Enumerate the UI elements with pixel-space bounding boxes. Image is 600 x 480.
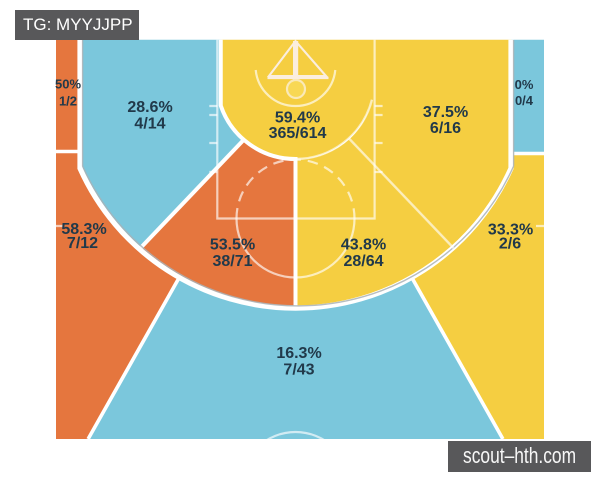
- svg-text:28/64: 28/64: [343, 253, 383, 270]
- svg-text:7/12: 7/12: [67, 235, 98, 252]
- svg-text:50%: 50%: [55, 77, 81, 92]
- svg-text:33.3%: 33.3%: [488, 222, 533, 239]
- svg-text:43.8%: 43.8%: [341, 237, 386, 254]
- svg-text:4/14: 4/14: [134, 116, 165, 133]
- svg-text:1/2: 1/2: [59, 94, 77, 109]
- svg-text:0%: 0%: [515, 77, 534, 92]
- svg-text:365/614: 365/614: [269, 125, 327, 142]
- svg-text:38/71: 38/71: [212, 253, 252, 270]
- svg-text:58.3%: 58.3%: [61, 221, 106, 238]
- svg-text:53.5%: 53.5%: [210, 237, 255, 254]
- svg-text:2/6: 2/6: [499, 236, 521, 253]
- svg-text:59.4%: 59.4%: [275, 110, 320, 127]
- svg-text:7/43: 7/43: [283, 362, 314, 379]
- svg-text:37.5%: 37.5%: [423, 104, 468, 121]
- svg-text:28.6%: 28.6%: [127, 99, 172, 116]
- svg-text:6/16: 6/16: [430, 120, 461, 137]
- svg-text:0/4: 0/4: [515, 93, 534, 108]
- svg-text:16.3%: 16.3%: [276, 345, 321, 362]
